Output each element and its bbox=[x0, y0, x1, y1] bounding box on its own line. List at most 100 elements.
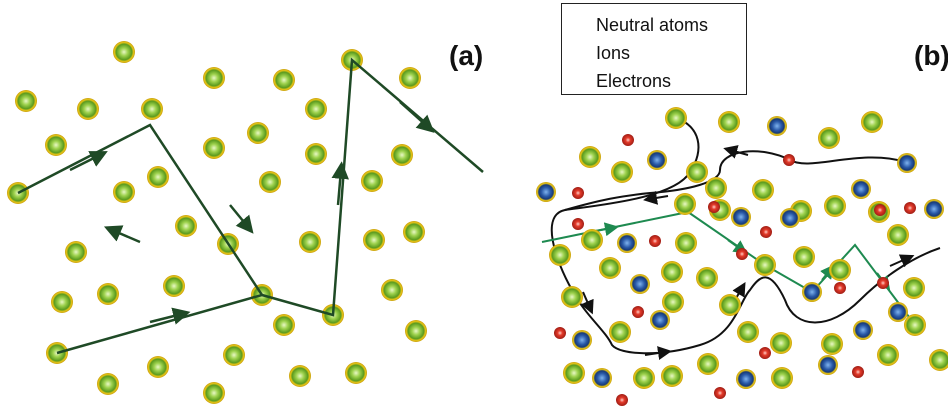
electron bbox=[759, 347, 771, 359]
legend-label-neutral: Neutral atoms bbox=[596, 14, 709, 35]
ion bbox=[736, 369, 756, 389]
neutral-atom bbox=[163, 275, 185, 297]
neutral-atom bbox=[363, 229, 385, 251]
neutral-atom bbox=[665, 107, 687, 129]
neutral-atom bbox=[289, 365, 311, 387]
neutral-atom bbox=[770, 332, 792, 354]
neutral-atom bbox=[45, 134, 67, 156]
neutral-atom bbox=[793, 246, 815, 268]
neutral-atom bbox=[904, 314, 926, 336]
arrow-b-black-3 bbox=[580, 291, 594, 315]
particles-group-b bbox=[536, 107, 948, 406]
ion bbox=[853, 320, 873, 340]
legend-item-ions: Ions bbox=[596, 39, 630, 67]
neutral-atom bbox=[405, 320, 427, 342]
neutral-atom bbox=[147, 166, 169, 188]
ion bbox=[802, 282, 822, 302]
neutral-atom bbox=[203, 67, 225, 89]
electron bbox=[852, 366, 864, 378]
panel-a bbox=[7, 41, 484, 404]
electron bbox=[632, 306, 644, 318]
neutral-atom bbox=[929, 349, 948, 371]
neutral-atom bbox=[65, 241, 87, 263]
neutral-atom bbox=[345, 362, 367, 384]
panel-label-b: (b) bbox=[914, 40, 948, 71]
ion bbox=[592, 368, 612, 388]
neutral-atom bbox=[818, 127, 840, 149]
neutral-atom bbox=[305, 143, 327, 165]
neutral-atom bbox=[887, 224, 909, 246]
electron bbox=[572, 187, 584, 199]
neutral-atom bbox=[203, 382, 225, 404]
ion bbox=[647, 150, 667, 170]
neutral-atom bbox=[611, 161, 633, 183]
legend-label-ions: Ions bbox=[596, 42, 631, 63]
legend-label-electrons: Electrons bbox=[596, 70, 672, 91]
ion bbox=[572, 330, 592, 350]
ion-trajectory-green bbox=[541, 210, 916, 326]
panel-b bbox=[536, 107, 948, 406]
neutral-atom bbox=[771, 367, 793, 389]
neutral-atom bbox=[599, 257, 621, 279]
ion bbox=[617, 233, 637, 253]
neutral-atom bbox=[361, 170, 383, 192]
neutral-atom bbox=[51, 291, 73, 313]
neutral-atom bbox=[147, 356, 169, 378]
neutral-atom bbox=[305, 98, 327, 120]
neutral-atom bbox=[223, 344, 245, 366]
ion bbox=[536, 182, 556, 202]
neutral-atom bbox=[175, 215, 197, 237]
neutral-atom bbox=[861, 111, 883, 133]
arrow-a-6 bbox=[399, 101, 435, 133]
neutral-atom bbox=[737, 321, 759, 343]
neutral-atom bbox=[903, 277, 925, 299]
electron bbox=[554, 327, 566, 339]
legend: Neutral atoms Ions Electrons bbox=[561, 3, 747, 95]
ion bbox=[767, 116, 787, 136]
legend-item-neutral: Neutral atoms bbox=[596, 11, 708, 39]
ion bbox=[897, 153, 917, 173]
neutral-atom bbox=[754, 254, 776, 276]
arrow-a-3 bbox=[103, 225, 141, 244]
electron bbox=[622, 134, 634, 146]
electron bbox=[760, 226, 772, 238]
electron bbox=[904, 202, 916, 214]
electron bbox=[783, 154, 795, 166]
neutral-atom bbox=[579, 146, 601, 168]
neutral-atom bbox=[563, 362, 585, 384]
neutral-atom bbox=[403, 221, 425, 243]
electron bbox=[572, 218, 584, 230]
neutral-atom bbox=[661, 365, 683, 387]
neutral-atom bbox=[697, 353, 719, 375]
electron bbox=[714, 387, 726, 399]
neutral-atom bbox=[609, 321, 631, 343]
ion bbox=[851, 179, 871, 199]
neutral-atom bbox=[299, 231, 321, 253]
legend-item-electrons: Electrons bbox=[596, 67, 671, 95]
electron bbox=[877, 277, 889, 289]
arrow-a-2 bbox=[229, 204, 254, 234]
neutral-atom bbox=[662, 291, 684, 313]
neutral-atom bbox=[821, 333, 843, 355]
neutral-atom bbox=[674, 193, 696, 215]
ion bbox=[630, 274, 650, 294]
neutral-atom bbox=[203, 137, 225, 159]
neutral-atom bbox=[877, 344, 899, 366]
neutral-atom bbox=[661, 261, 683, 283]
electron-trajectory-black-upper bbox=[564, 150, 906, 211]
arrow-a-4 bbox=[149, 307, 191, 325]
ion bbox=[888, 302, 908, 322]
neutral-atom bbox=[97, 283, 119, 305]
neutral-atom bbox=[752, 179, 774, 201]
neutral-atom bbox=[381, 279, 403, 301]
neutral-atom bbox=[77, 98, 99, 120]
neutral-atom bbox=[259, 171, 281, 193]
electron bbox=[616, 394, 628, 406]
ion bbox=[818, 355, 838, 375]
electron bbox=[736, 248, 748, 260]
neutral-atom bbox=[829, 259, 851, 281]
arrow-a-1 bbox=[69, 151, 108, 172]
electron bbox=[874, 204, 886, 216]
electron-trajectory-black bbox=[550, 117, 941, 355]
